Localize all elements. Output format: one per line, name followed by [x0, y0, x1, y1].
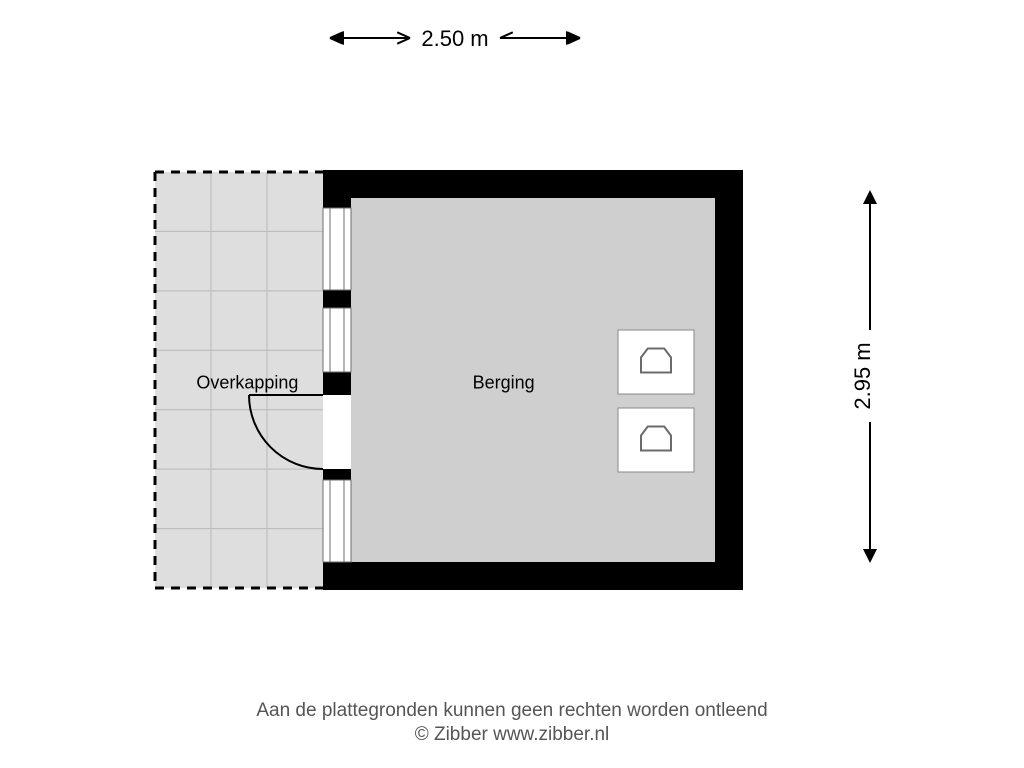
wall: [323, 562, 351, 590]
arrow-head: [863, 190, 877, 204]
wall: [323, 469, 351, 480]
arrow-head: [566, 31, 580, 45]
arrow-head: [863, 549, 877, 563]
appliance: [618, 330, 694, 394]
footer-line-1: Aan de plattegronden kunnen geen rechten…: [256, 700, 767, 721]
height-dimension: 2.95 m: [850, 342, 875, 409]
width-dimension: 2.50 m: [421, 26, 488, 51]
wall: [323, 562, 743, 590]
wall: [323, 170, 743, 198]
berging-label: Berging: [473, 372, 535, 392]
arrow-head: [330, 31, 344, 45]
wall: [715, 170, 743, 590]
wall: [323, 372, 351, 395]
window-opening: [323, 308, 351, 372]
overkapping-label: Overkapping: [196, 372, 298, 392]
wall: [323, 290, 351, 308]
window-opening: [323, 480, 351, 562]
wall: [323, 170, 351, 208]
window-opening: [323, 208, 351, 290]
appliance: [618, 408, 694, 472]
footer-line-2: © Zibber www.zibber.nl: [415, 724, 610, 745]
